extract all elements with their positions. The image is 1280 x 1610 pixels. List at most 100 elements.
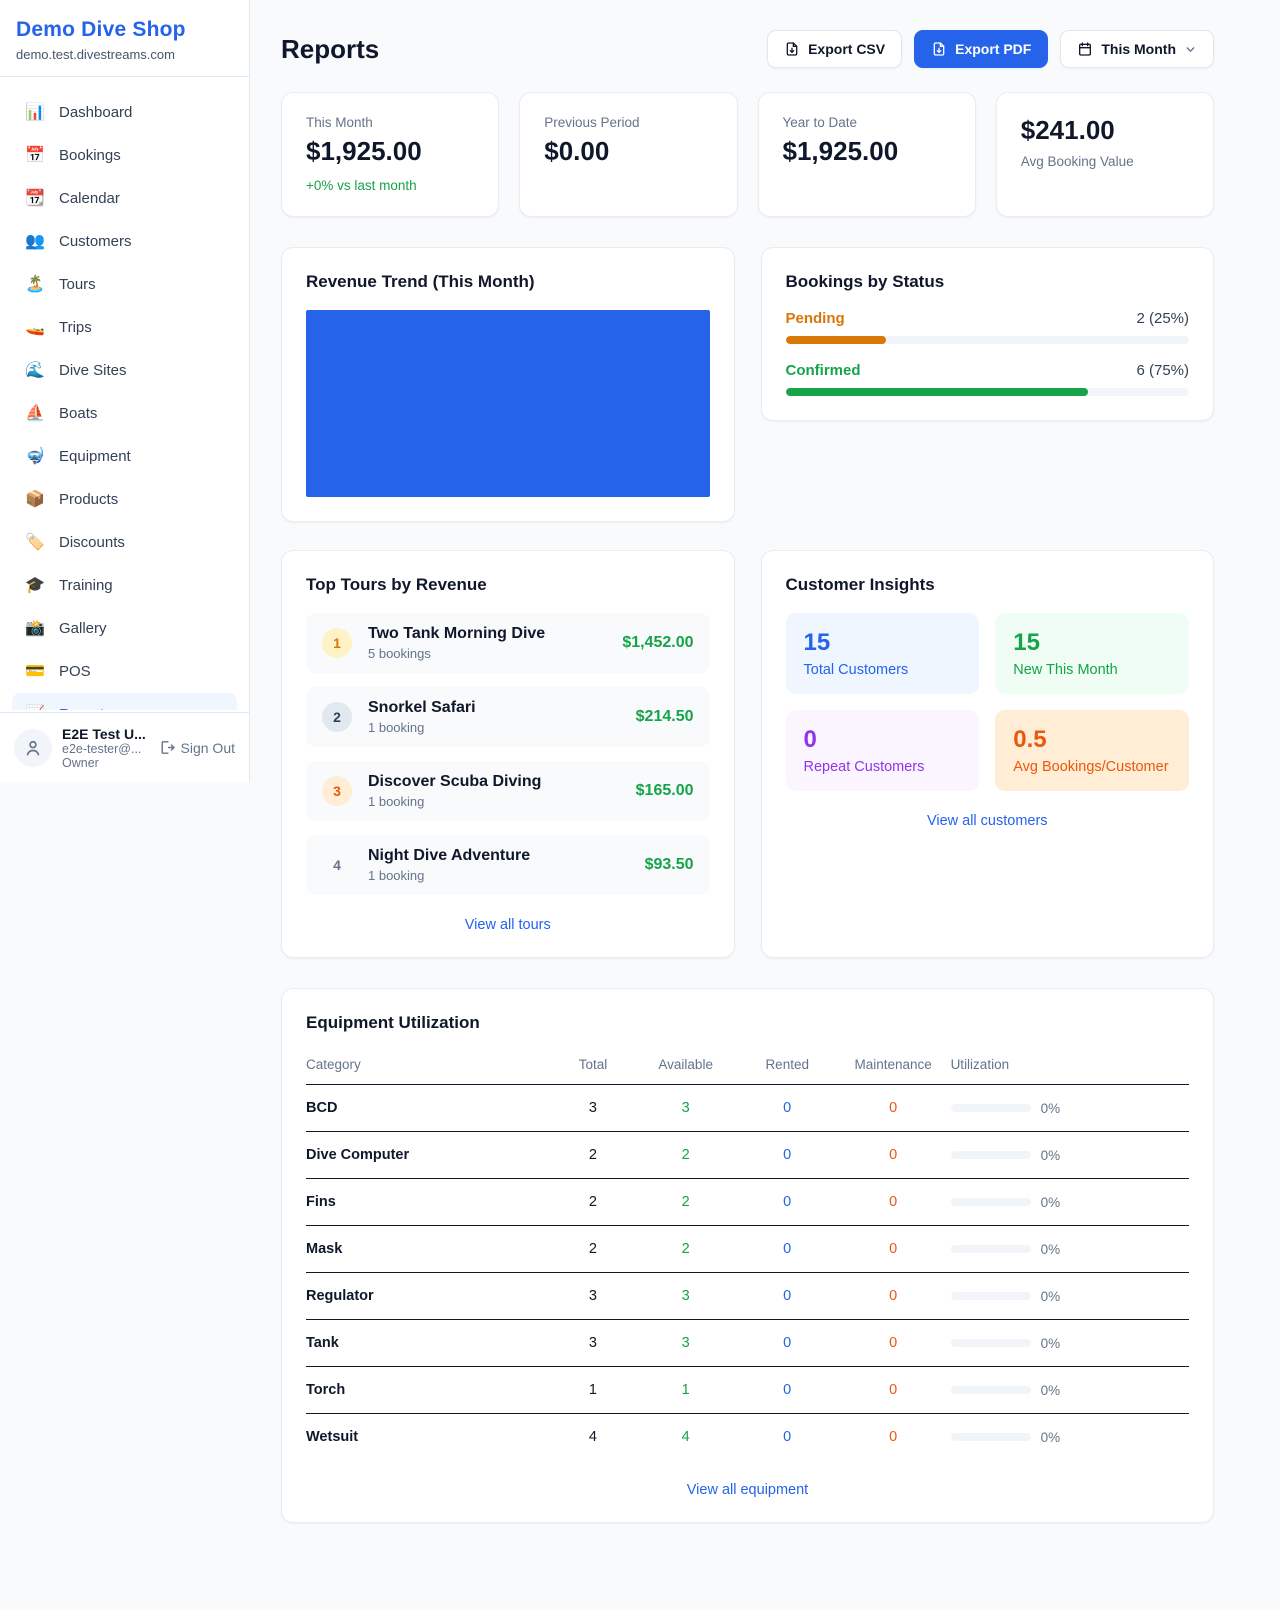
sidebar-item-label: Equipment	[59, 448, 131, 465]
revenue-trend-card: Revenue Trend (This Month)	[281, 247, 735, 522]
sidebar-item-trips[interactable]: 🚤 Trips	[12, 306, 237, 349]
brand-block: Demo Dive Shop demo.test.divestreams.com	[0, 0, 249, 77]
sidebar-item-customers[interactable]: 👥 Customers	[12, 220, 237, 263]
cell-utilization: 0%	[950, 1084, 1189, 1132]
tour-list: 1 Two Tank Morning Dive 5 bookings $1,452.0…	[306, 613, 710, 895]
sidebar-item-discounts[interactable]: 🏷️ Discounts	[12, 521, 237, 564]
period-dropdown[interactable]: This Month	[1060, 30, 1214, 68]
equipment-table: Category Total Available Rented Maintenance U…	[306, 1047, 1189, 1460]
island-icon: 🏝️	[25, 276, 45, 293]
sidebar-nav: 📊 Dashboard 📅 Bookings 📆 Calendar 👥 Customers 🏝️…	[0, 77, 249, 710]
speedboat-icon: 🚤	[25, 319, 45, 336]
user-meta: E2E Test U... e2e-tester@... Owner	[62, 726, 148, 770]
cell-utilization: 0%	[950, 1225, 1189, 1273]
tour-name: Two Tank Morning Dive	[368, 625, 546, 642]
graduation-cap-icon: 🎓	[25, 577, 45, 594]
cell-maintenance: 0	[835, 1272, 951, 1320]
sidebar-item-gallery[interactable]: 📸 Gallery	[12, 607, 237, 650]
cell-rented: 0	[738, 1272, 836, 1320]
cell-rented: 0	[738, 1131, 836, 1179]
cell-total: 4	[588, 1429, 597, 1445]
export-csv-label: Export CSV	[808, 41, 886, 57]
tour-name: Night Dive Adventure	[368, 847, 531, 864]
export-csv-button[interactable]: Export CSV	[767, 30, 903, 68]
stat-label: This Month	[306, 115, 373, 130]
utilization-bar-track	[950, 1104, 1031, 1112]
sidebar-item-calendar[interactable]: 📆 Calendar	[12, 177, 237, 220]
sidebar-item-reports[interactable]: 📈 Reports	[12, 693, 237, 710]
wave-icon: 🌊	[25, 362, 45, 379]
insight-label: Repeat Customers	[803, 759, 925, 775]
tour-row-discover-scuba-diving[interactable]: 3 Discover Scuba Diving 1 booking $165.00	[306, 761, 710, 821]
stat-card-year-to-date: Year to Date $1,925.00	[757, 92, 976, 217]
table-row-regulator: Regulator 3 3 0 0 0%	[306, 1272, 1189, 1320]
sidebar-item-bookings[interactable]: 📅 Bookings	[12, 134, 237, 177]
sidebar-item-label: Gallery	[59, 620, 107, 637]
view-all-tours-link[interactable]: View all tours	[464, 917, 551, 933]
column-header-utilization: Utilization	[950, 1047, 1189, 1085]
utilization-percent: 0%	[1040, 1382, 1061, 1398]
sidebar-item-label: Dashboard	[59, 104, 133, 121]
sidebar-item-products[interactable]: 📦 Products	[12, 478, 237, 521]
cell-total: 3	[553, 1084, 633, 1132]
user-email: e2e-tester@...	[62, 741, 142, 756]
bookings-by-status-title: Bookings by Status	[785, 272, 945, 291]
rank-badge: 4	[333, 857, 341, 873]
cell-category: Dive Computer	[306, 1131, 554, 1179]
utilization-bar-track	[950, 1433, 1031, 1441]
sidebar-item-boats[interactable]: ⛵ Boats	[12, 392, 237, 435]
stat-delta: +0% vs last month	[306, 178, 417, 193]
user-role: Owner	[62, 755, 99, 770]
cell-category: Wetsuit	[306, 1429, 359, 1445]
sign-out-button[interactable]: Sign Out	[158, 739, 235, 756]
utilization-percent: 0%	[1040, 1194, 1061, 1210]
tour-bookings: 1 booking	[368, 794, 425, 809]
status-row-confirmed: Confirmed 6 (75%)	[785, 362, 1189, 396]
column-header-available: Available	[632, 1047, 739, 1085]
status-bar-fill	[785, 336, 887, 344]
status-count: 2 (25%)	[1136, 310, 1189, 327]
status-row-pending: Pending 2 (25%)	[785, 310, 1189, 344]
tour-row-two-tank-morning-dive[interactable]: 1 Two Tank Morning Dive 5 bookings $1,452.0…	[306, 613, 710, 673]
cell-maintenance: 0	[835, 1225, 951, 1273]
page-header: Reports Export CSV Export PDF	[281, 30, 1214, 68]
tour-bookings: 1 booking	[368, 868, 425, 883]
chart-up-icon: 📈	[24, 702, 46, 710]
cell-rented: 0	[738, 1366, 836, 1414]
view-all-customers-link[interactable]: View all customers	[926, 813, 1048, 829]
calendar-icon: 📅	[25, 147, 45, 164]
package-icon: 📦	[25, 491, 45, 508]
column-header-rented: Rented	[738, 1047, 836, 1085]
cell-category: Tank	[306, 1319, 554, 1367]
status-count: 6 (75%)	[1136, 362, 1189, 379]
sidebar-item-label: Dive Sites	[59, 362, 127, 379]
cell-available: 2	[632, 1225, 739, 1273]
sidebar-item-label: Calendar	[59, 190, 120, 207]
sidebar-item-equipment[interactable]: 🤿 Equipment	[12, 435, 237, 478]
status-label: Pending	[785, 310, 845, 327]
app-layout: Demo Dive Shop demo.test.divestreams.com…	[0, 0, 1214, 1523]
cell-available: 3	[632, 1084, 739, 1132]
sidebar-item-training[interactable]: 🎓 Training	[12, 564, 237, 607]
view-all-equipment-link[interactable]: View all equipment	[686, 1482, 809, 1498]
cell-available: 2	[632, 1178, 739, 1226]
tour-row-snorkel-safari[interactable]: 2 Snorkel Safari 1 booking $214.50	[306, 687, 710, 747]
sidebar-item-label: POS	[59, 663, 91, 680]
calendar-icon	[1079, 42, 1092, 56]
tour-amount: $214.50	[635, 708, 694, 725]
sidebar-item-dashboard[interactable]: 📊 Dashboard	[12, 91, 237, 134]
rank-badge: 3	[322, 776, 352, 806]
export-pdf-button[interactable]: Export PDF	[914, 30, 1049, 68]
sidebar-item-dive-sites[interactable]: 🌊 Dive Sites	[12, 349, 237, 392]
tour-amount: $93.50	[644, 856, 694, 873]
cell-available: 1	[632, 1366, 739, 1414]
tour-bookings: 5 bookings	[368, 646, 431, 661]
bar-chart-icon: 📊	[25, 104, 45, 121]
utilization-bar-track	[950, 1292, 1031, 1300]
tour-row-night-dive-adventure[interactable]: 4 Night Dive Adventure 1 booking $93.50	[306, 835, 710, 895]
sidebar-item-label: Tours	[59, 276, 96, 293]
cell-available: 4	[681, 1429, 690, 1445]
cell-category: BCD	[306, 1084, 554, 1132]
sidebar-item-pos[interactable]: 💳 POS	[12, 650, 237, 693]
sidebar-item-tours[interactable]: 🏝️ Tours	[12, 263, 237, 306]
